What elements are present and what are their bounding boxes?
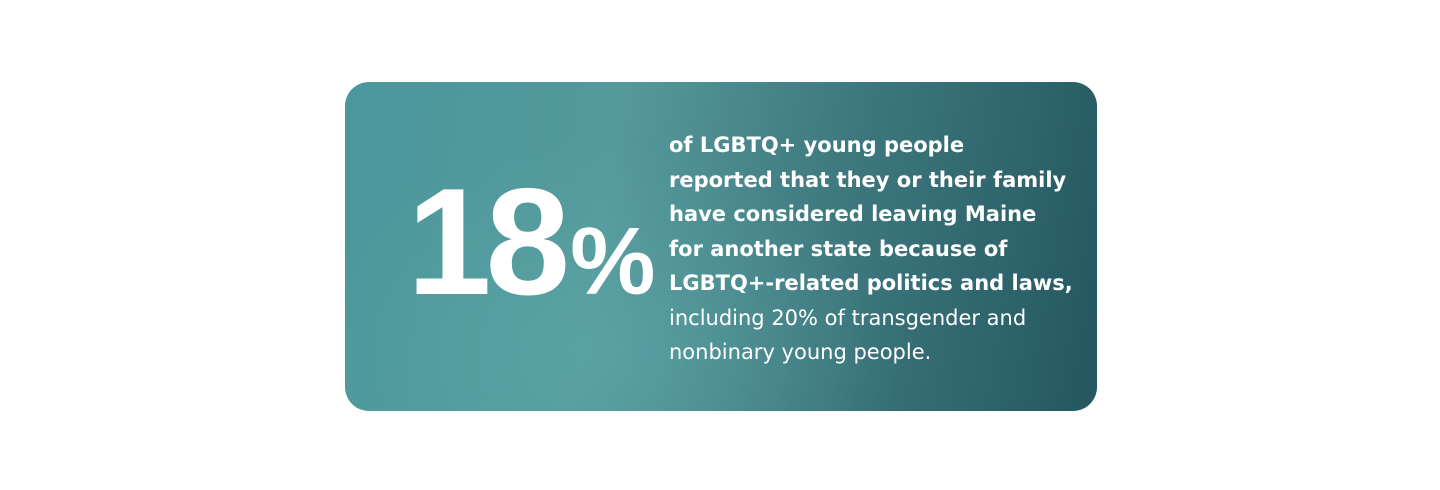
stat-description: of LGBTQ+ young people reported that they…	[669, 128, 1073, 370]
bold-text-line: reported that they or their family	[669, 167, 1067, 192]
bold-text-line: for another state because of	[669, 236, 1008, 261]
regular-text-line: nonbinary young people.	[669, 340, 932, 364]
regular-text-line: including 20% of transgender and	[669, 305, 1027, 330]
stat-figure: 18%	[407, 166, 655, 318]
bold-text-line: of LGBTQ+ young people	[669, 133, 965, 157]
stat-unit: %	[570, 208, 656, 315]
stat-number: 18	[407, 157, 570, 327]
bold-text-line: have considered leaving Maine	[669, 202, 1037, 226]
bold-text-line: LGBTQ+-related politics and laws,	[669, 271, 1073, 295]
stat-card: 18% of LGBTQ+ young people reported that …	[345, 82, 1097, 411]
